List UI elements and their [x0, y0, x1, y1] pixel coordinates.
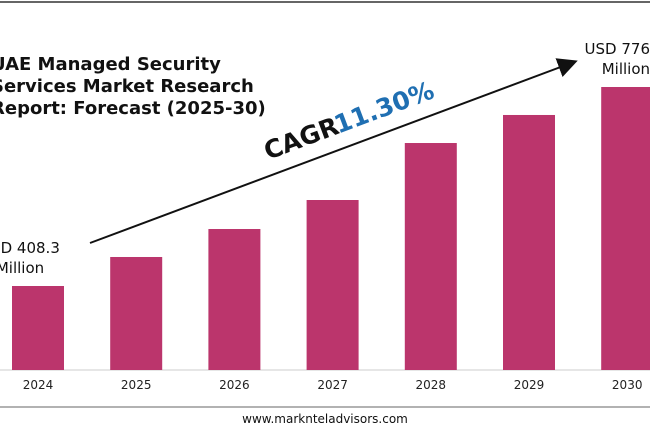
- bar: [110, 256, 163, 370]
- x-tick-label: 2028: [416, 378, 447, 392]
- bar: [601, 87, 650, 370]
- source: www.marknteladvisors.com: [242, 412, 408, 426]
- chart-title: UAE Managed Security: [0, 54, 221, 75]
- x-tick-label: 2026: [219, 378, 250, 392]
- value-label: USD 776 Million: [584, 40, 650, 78]
- x-tick-label: 2030: [612, 378, 643, 392]
- chart-title: Report: Forecast (2025-30): [0, 98, 266, 119]
- x-tick-label: 2029: [514, 378, 545, 392]
- chart-title: Services Market Research: [0, 76, 254, 97]
- cagr-value: 11.30%: [330, 76, 438, 140]
- bar: [404, 143, 457, 370]
- value-label: USD 408.3 Million: [0, 239, 60, 277]
- bar: [306, 200, 359, 370]
- cagr-label: CAGR: [260, 111, 343, 165]
- x-tick-label: 2027: [317, 378, 348, 392]
- x-tick-label: 2025: [121, 378, 152, 392]
- bar: [208, 229, 261, 370]
- trend-arrow: [89, 58, 578, 244]
- bar: [503, 114, 555, 370]
- x-tick-label: 2024: [23, 378, 54, 392]
- bar: [12, 286, 64, 370]
